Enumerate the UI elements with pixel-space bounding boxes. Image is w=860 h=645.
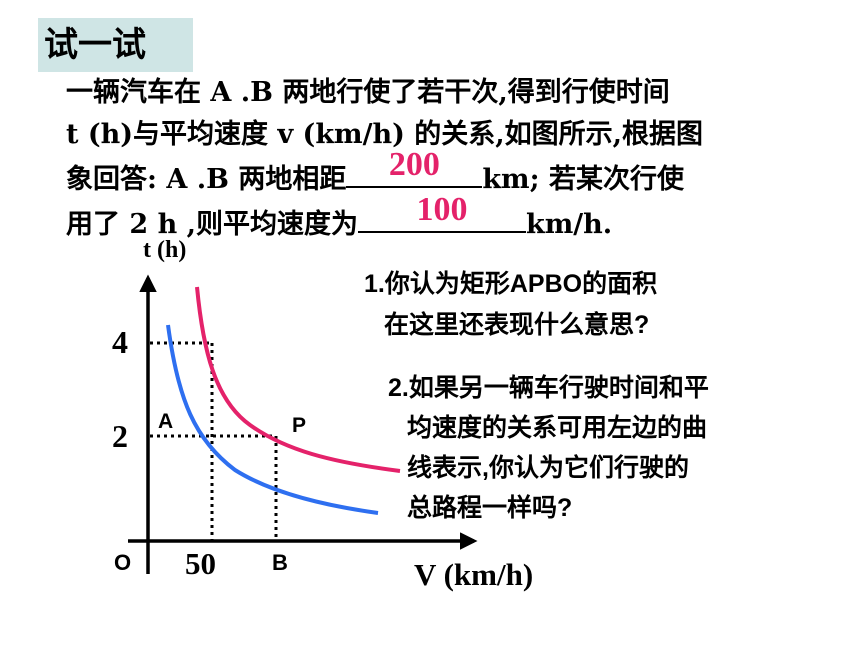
try-it-tag: 试一试	[38, 18, 193, 72]
question-2-line-2: 均速度的关系可用左边的曲	[407, 414, 708, 442]
question-1-line-1: 1.你认为矩形APBO的面积	[364, 270, 658, 298]
blue-curve	[166, 324, 379, 515]
problem-line-4: 用了 2 h ,则平均速度为 100 km/h.	[66, 193, 846, 246]
problem-line-3-end: km; 若某次行使	[482, 164, 684, 195]
point-p-label: P	[292, 414, 306, 437]
problem-line-4-start: 用了 2 h ,则平均速度为	[66, 209, 359, 240]
point-a-label: A	[158, 410, 173, 433]
origin-label: O	[114, 550, 131, 575]
answer-blank-distance: 200	[346, 148, 483, 188]
y-axis-label: t (h)	[143, 237, 186, 263]
answer-blank-speed: 100	[358, 193, 527, 233]
question-2-line-1: 2.如果另一辆车行驶时间和平	[388, 374, 709, 402]
y-tick-2: 2	[112, 418, 128, 454]
point-b-label: B	[272, 550, 288, 575]
red-curve	[195, 286, 401, 473]
answer-speed: 100	[416, 191, 468, 228]
y-tick-4: 4	[112, 324, 128, 360]
answer-distance: 200	[388, 146, 440, 183]
question-2-line-3: 线表示,你认为它们行驶的	[407, 454, 689, 482]
x-axis-label: V (km/h)	[414, 557, 533, 592]
problem-line-2: t (h)与平均速度 v (km/h) 的关系,如图所示,根据图	[66, 119, 704, 150]
problem-line-3-start: 象回答: A .B 两地相距	[66, 164, 347, 195]
question-2-line-4: 总路程一样吗?	[407, 494, 573, 522]
problem-line-1: 一辆汽车在 A .B 两地行使了若干次,得到行使时间	[66, 77, 670, 108]
problem-line-4-end: km/h.	[526, 209, 613, 240]
problem-line-3: 象回答: A .B 两地相距 200 km; 若某次行使	[66, 148, 846, 201]
problem-text: 一辆汽车在 A .B 两地行使了若干次,得到行使时间 t (h)与平均速度 v …	[66, 72, 846, 246]
question-1-line-2: 在这里还表现什么意思?	[384, 311, 650, 339]
x-tick-50: 50	[185, 546, 216, 581]
